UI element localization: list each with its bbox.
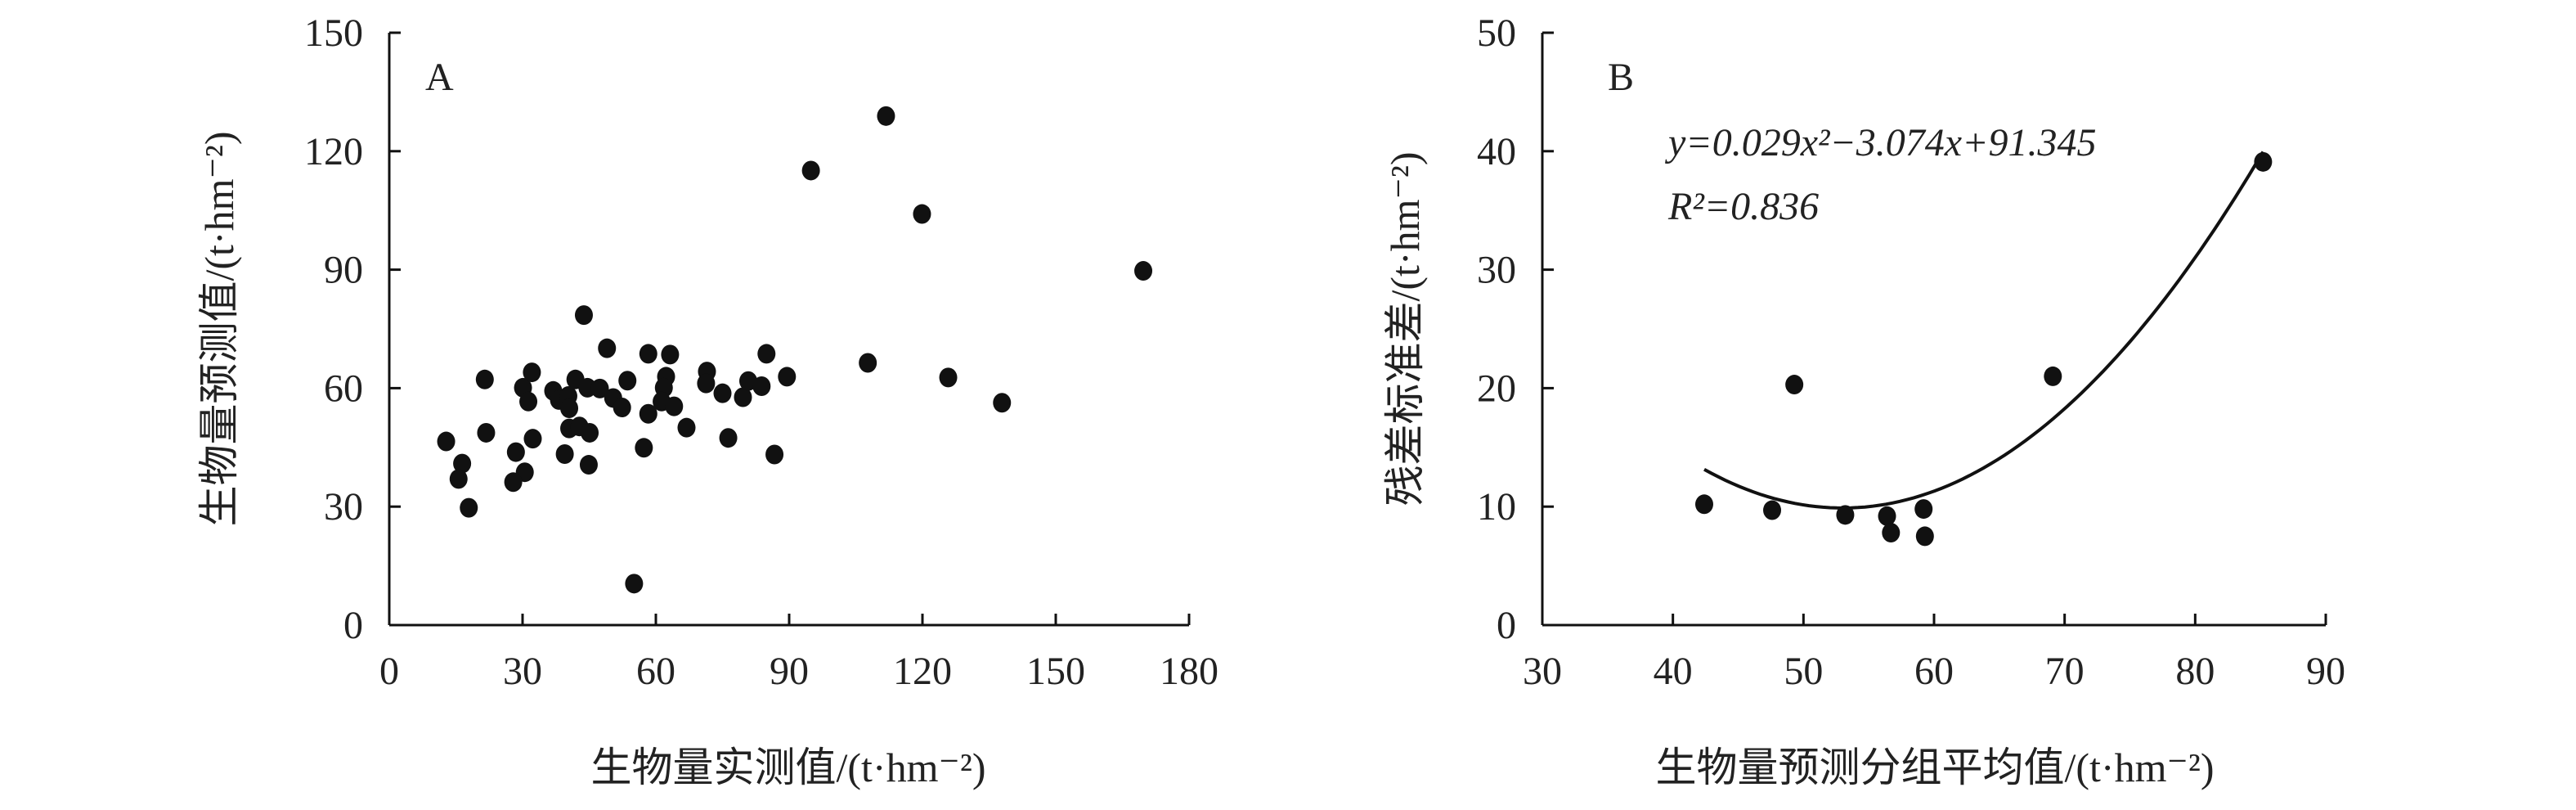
x-tick-label: 50 xyxy=(1784,650,1823,693)
data-point xyxy=(574,305,593,326)
y-tick-label: 10 xyxy=(1477,485,1516,529)
x-tick-label: 0 xyxy=(379,650,399,693)
data-point xyxy=(661,344,680,365)
data-point xyxy=(1785,375,1804,395)
y-tick-label: 30 xyxy=(324,485,363,529)
y-tick-label: 60 xyxy=(324,367,363,410)
data-point xyxy=(1882,523,1901,543)
y-axis-label-b: 残差标准差/(t·hm⁻²) xyxy=(1382,151,1428,506)
data-point xyxy=(1915,526,1934,547)
y-tick-label: 0 xyxy=(343,604,363,647)
data-point xyxy=(453,453,472,474)
data-point xyxy=(2044,366,2062,386)
y-tick-label: 90 xyxy=(324,249,363,292)
x-axis-label-b: 生物量预测分组平均值/(t·hm⁻²) xyxy=(1655,745,2214,790)
data-point xyxy=(581,422,599,443)
y-tick-label: 120 xyxy=(304,130,363,173)
data-point xyxy=(1836,505,1855,525)
data-point xyxy=(475,369,494,389)
data-point xyxy=(437,431,456,452)
x-axis-label-a: 生物量实测值/(t·hm⁻²) xyxy=(590,745,985,790)
data-point xyxy=(579,455,598,475)
data-point xyxy=(2254,151,2273,172)
x-tick-label: 60 xyxy=(1914,650,1954,693)
data-point xyxy=(523,429,542,449)
data-point xyxy=(460,497,478,518)
x-tick-label: 90 xyxy=(2306,650,2345,693)
data-point xyxy=(560,398,579,419)
data-point xyxy=(1134,261,1153,281)
y-tick-label: 50 xyxy=(1477,11,1516,55)
data-point xyxy=(613,398,631,418)
x-tick-label: 30 xyxy=(1523,650,1562,693)
chart-a: A 生物量实测值/(t·hm⁻²) 生物量预测值/(t·hm⁻²) 0 30 60 9… xyxy=(196,11,1218,790)
x-tick-label: 120 xyxy=(893,650,952,693)
fit-curve xyxy=(1703,151,2265,510)
data-point xyxy=(477,422,496,443)
data-point xyxy=(598,338,617,358)
data-point xyxy=(877,106,895,126)
data-point xyxy=(713,383,732,403)
x-tick-label: 30 xyxy=(503,650,542,693)
panel-label-a: A xyxy=(425,56,454,99)
y-axis-label-a: 生物量预测值/(t·hm⁻²) xyxy=(196,131,242,526)
data-point xyxy=(1914,499,1933,520)
data-point xyxy=(697,373,716,394)
data-point xyxy=(993,393,1012,413)
data-point xyxy=(859,353,877,373)
chart-b: B y=0.029x²−3.074x+91.345 R²=0.836 生物量预测… xyxy=(1382,11,2345,790)
data-point xyxy=(913,204,931,224)
x-tick-label: 60 xyxy=(636,650,675,693)
data-point xyxy=(1878,506,1896,526)
data-point xyxy=(639,344,657,364)
y-tick-label: 20 xyxy=(1477,367,1516,410)
data-point xyxy=(625,574,644,594)
data-point xyxy=(590,378,609,398)
x-tick-label: 70 xyxy=(2045,650,2085,693)
data-point xyxy=(555,444,574,465)
data-point xyxy=(504,472,523,493)
data-point xyxy=(618,371,637,391)
data-point xyxy=(734,387,752,407)
data-point xyxy=(677,417,696,438)
data-point xyxy=(639,403,657,424)
data-point xyxy=(523,362,541,383)
data-point xyxy=(449,469,468,489)
x-tick-label: 180 xyxy=(1160,650,1218,693)
data-point xyxy=(765,444,784,465)
data-point xyxy=(801,160,820,181)
data-point xyxy=(1763,500,1782,520)
r-squared: R²=0.836 xyxy=(1667,185,1819,228)
data-point xyxy=(506,442,525,462)
panel-label-b: B xyxy=(1608,56,1634,99)
x-tick-label: 150 xyxy=(1026,650,1085,693)
data-point xyxy=(757,344,776,364)
data-point xyxy=(1694,494,1713,515)
x-tick-label: 80 xyxy=(2175,650,2215,693)
fit-equation: y=0.029x²−3.074x+91.345 xyxy=(1664,121,2096,164)
data-point xyxy=(752,376,771,396)
y-tick-label: 150 xyxy=(304,11,363,55)
data-point xyxy=(635,438,653,458)
data-point xyxy=(939,367,958,388)
data-point xyxy=(665,396,684,416)
data-point xyxy=(778,367,797,387)
data-point xyxy=(719,428,738,448)
x-tick-label: 40 xyxy=(1654,650,1693,693)
y-tick-label: 40 xyxy=(1477,130,1516,173)
data-point xyxy=(519,391,538,412)
y-tick-label: 30 xyxy=(1477,249,1516,292)
x-tick-label: 90 xyxy=(770,650,809,693)
y-tick-label: 0 xyxy=(1497,604,1516,647)
